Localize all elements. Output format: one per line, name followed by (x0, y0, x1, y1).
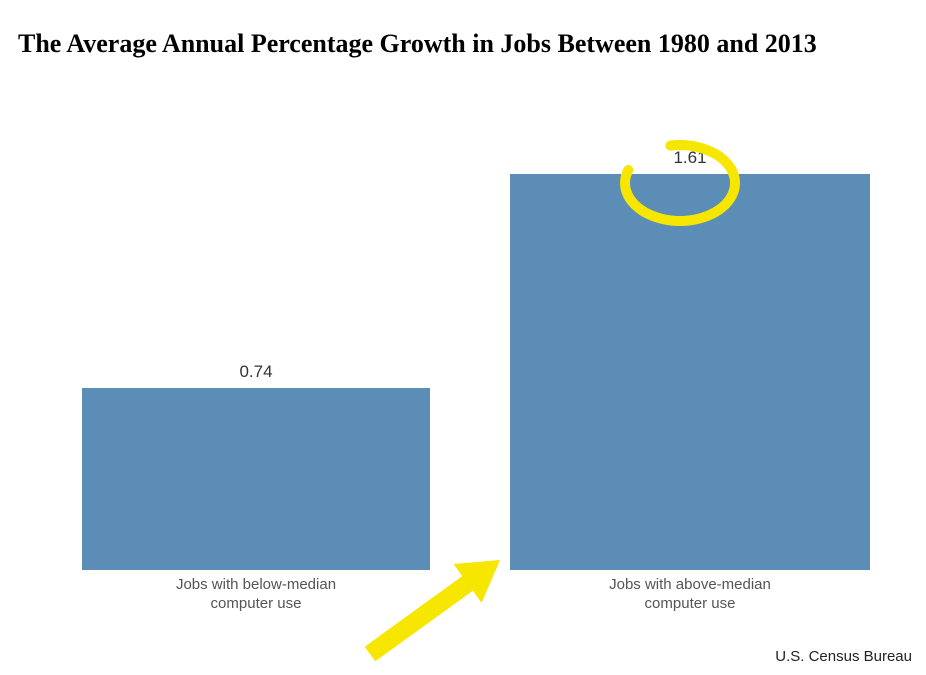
bar-category-label: Jobs with above-mediancomputer use (510, 576, 870, 614)
bar-value-label: 1.61 (510, 148, 870, 168)
bar-value-label: 0.74 (82, 362, 430, 382)
bar-above-median: 1.61 (510, 174, 870, 570)
page: The Average Annual Percentage Growth in … (0, 0, 926, 675)
bar-chart: 0.74 Jobs with below-mediancomputer use … (30, 150, 900, 670)
chart-title: The Average Annual Percentage Growth in … (18, 25, 898, 63)
bar-below-median: 0.74 (82, 388, 430, 570)
bar-category-label: Jobs with below-mediancomputer use (82, 576, 430, 614)
source-attribution: U.S. Census Bureau (775, 648, 912, 665)
